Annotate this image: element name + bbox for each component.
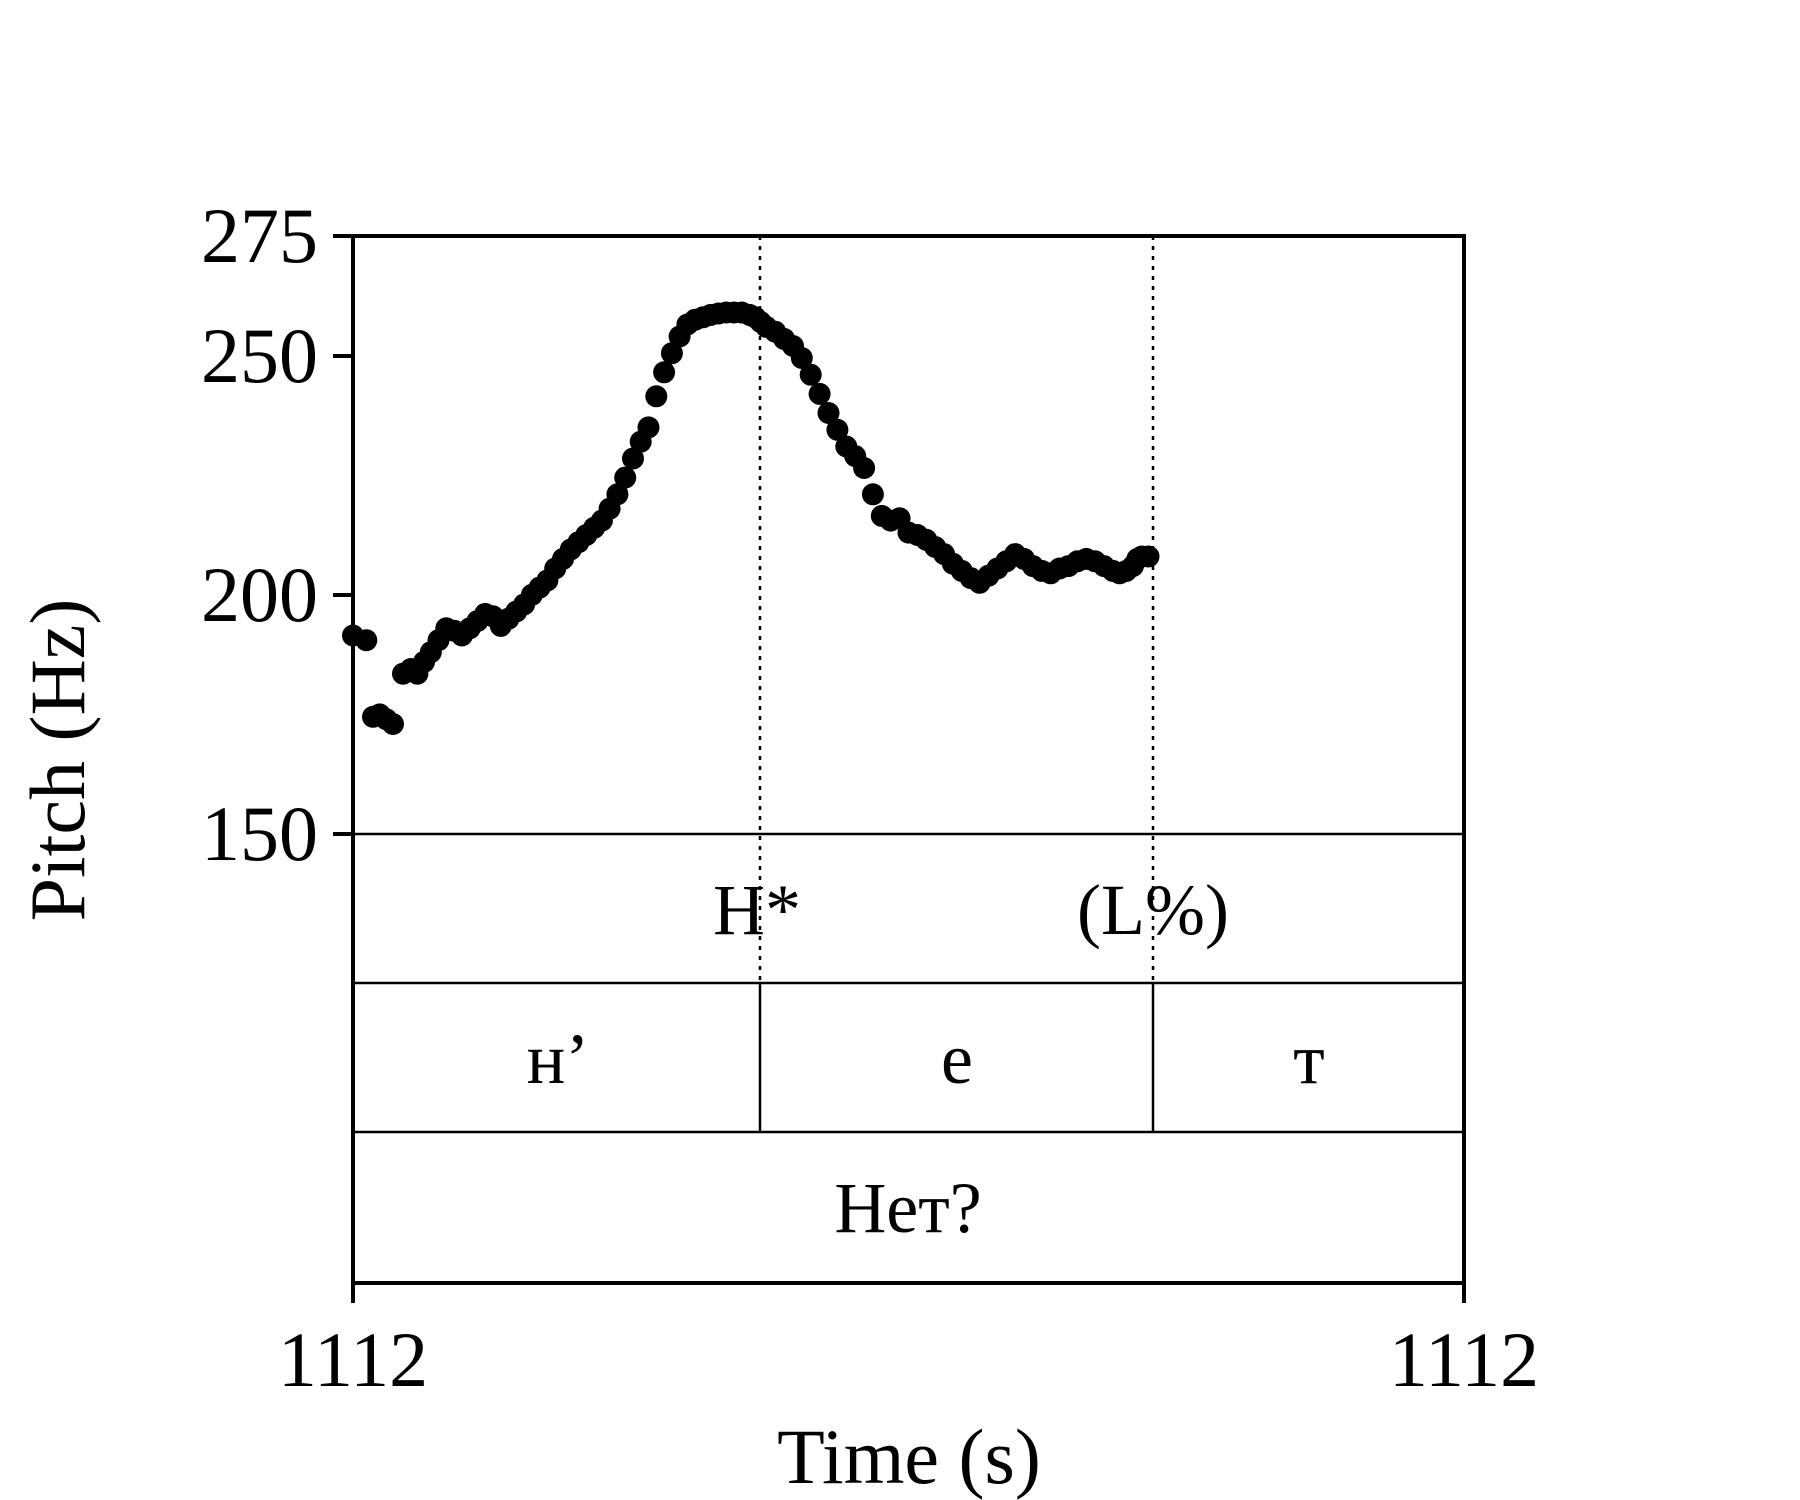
x-tick-label-start: 1112 bbox=[278, 1316, 428, 1403]
x-tick-label-end: 1112 bbox=[1389, 1316, 1539, 1403]
word-label: Нет? bbox=[834, 1168, 981, 1248]
segment-label-3: т bbox=[1293, 1019, 1324, 1099]
pitch-point bbox=[790, 347, 813, 369]
plot-frame bbox=[351, 234, 1466, 1285]
x-axis-title: Time (s) bbox=[777, 1413, 1041, 1500]
y-tick-label-150: 150 bbox=[201, 790, 318, 877]
pitch-point bbox=[382, 713, 404, 735]
pitch-point bbox=[1137, 545, 1160, 568]
pitch-point bbox=[817, 402, 840, 424]
pitch-point bbox=[861, 483, 884, 506]
pitch-point bbox=[645, 385, 668, 408]
segment-label-1: н’ bbox=[527, 1019, 590, 1099]
pitch-point bbox=[637, 416, 660, 439]
y-tick-label-250: 250 bbox=[201, 312, 318, 399]
tone-label-boundary: (L%) bbox=[1077, 870, 1229, 950]
pitch-point bbox=[660, 342, 683, 365]
pitch-point bbox=[826, 418, 849, 441]
pitch-point bbox=[614, 466, 637, 489]
pitch-point bbox=[622, 447, 644, 470]
pitch-point bbox=[808, 382, 831, 405]
y-tick-label-200: 200 bbox=[201, 551, 318, 638]
tone-label-high: H* bbox=[713, 870, 801, 950]
y-axis-title: Pitch (Hz) bbox=[14, 599, 101, 922]
pitch-point bbox=[853, 457, 876, 479]
pitch-point bbox=[653, 361, 676, 384]
y-tick-label-275: 275 bbox=[201, 192, 318, 279]
pitch-point bbox=[606, 483, 629, 506]
segment-label-2: е bbox=[941, 1019, 973, 1099]
pitch-points bbox=[342, 301, 1160, 735]
pitch-point bbox=[799, 363, 822, 386]
pitch-point bbox=[355, 629, 378, 652]
